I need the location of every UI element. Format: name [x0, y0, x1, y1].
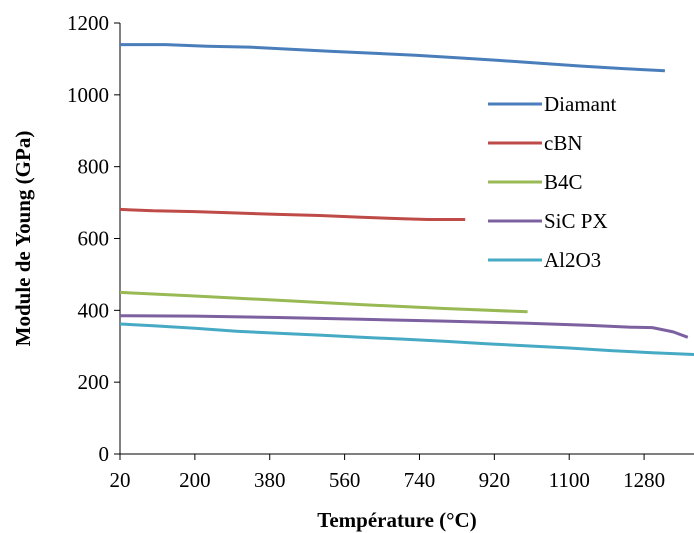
- x-tick-label: 1100: [549, 468, 590, 492]
- x-tick-label: 200: [179, 468, 211, 492]
- x-tick-label: 740: [404, 468, 436, 492]
- x-tick-label: 20: [110, 468, 131, 492]
- series-line-diamant: [120, 43, 665, 73]
- y-axis-ticks: 0 200 400 600 800 1000 1200: [67, 11, 120, 466]
- y-tick-label: 800: [78, 155, 110, 179]
- series-line-b4c: [119, 290, 528, 314]
- x-tick-label: 1280: [623, 468, 665, 492]
- legend-label-al2o3: Al2O3: [544, 248, 601, 272]
- series-layer: [119, 43, 694, 356]
- x-axis-title: Température (°C): [317, 508, 476, 532]
- y-tick-label: 200: [78, 370, 110, 394]
- legend-label-sic-px: SiC PX: [544, 209, 608, 233]
- y-tick-label: 1200: [67, 11, 109, 35]
- y-tick-label: 0: [99, 442, 110, 466]
- legend-label-diamant: Diamant: [544, 92, 616, 116]
- x-tick-label: 560: [329, 468, 361, 492]
- series-line-sic-px: [119, 314, 689, 339]
- x-tick-label: 380: [254, 468, 286, 492]
- axes: [119, 23, 694, 455]
- series-line-cbn: [119, 207, 466, 221]
- y-axis-title: Module de Young (GPa): [11, 131, 35, 347]
- x-tick-label: 920: [479, 468, 511, 492]
- y-tick-label: 600: [78, 227, 110, 251]
- series-line-al2o3: [119, 322, 694, 356]
- y-tick-label: 1000: [67, 83, 109, 107]
- legend-label-cbn: cBN: [544, 131, 583, 155]
- x-axis-ticks: 20 200 380 560 740 920 1100 1280: [110, 454, 665, 492]
- y-tick-label: 400: [78, 298, 110, 322]
- legend-label-b4c: B4C: [544, 170, 583, 194]
- legend: Diamant cBN B4C SiC PX Al2O3: [488, 92, 616, 272]
